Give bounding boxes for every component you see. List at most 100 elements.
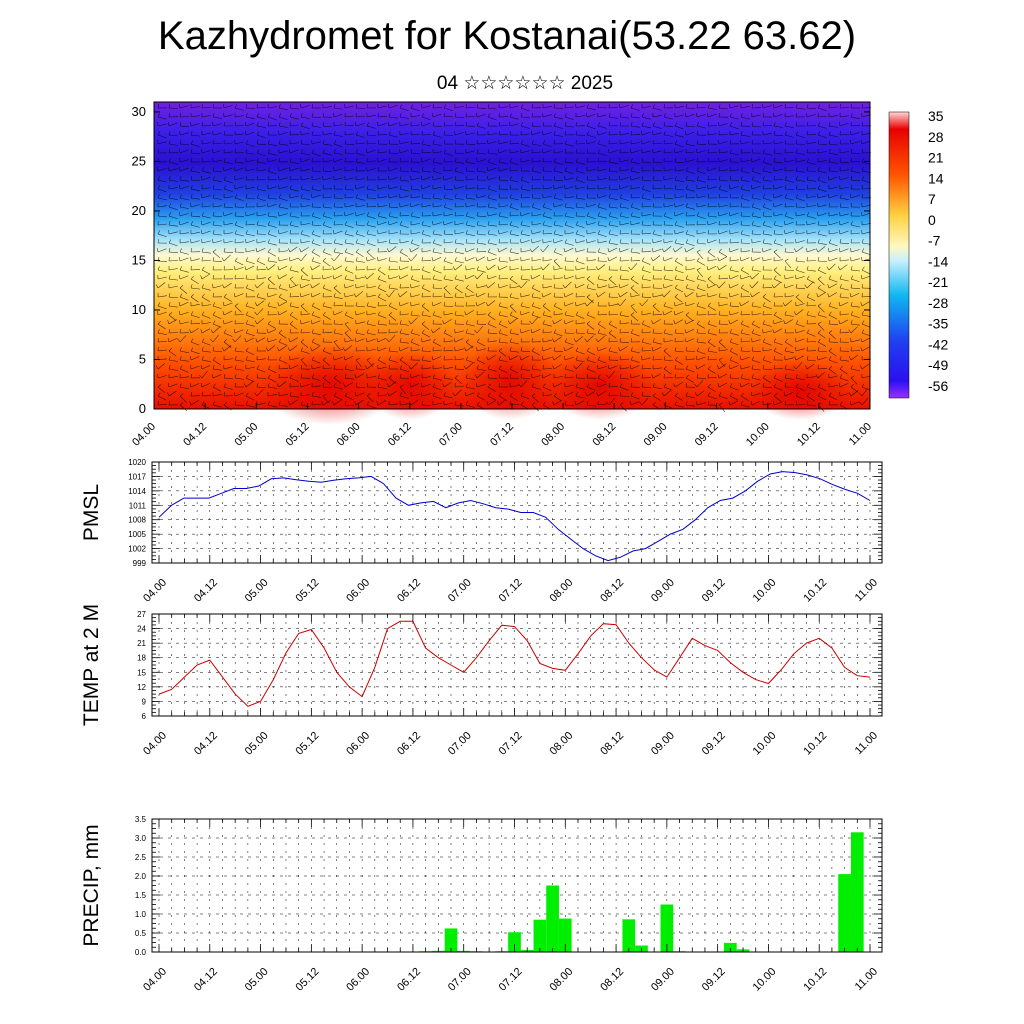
wind-barb bbox=[498, 284, 508, 289]
wind-barb bbox=[223, 206, 234, 209]
wind-barb bbox=[322, 242, 333, 244]
wind-barb bbox=[828, 161, 838, 164]
wind-barb bbox=[267, 116, 277, 121]
wind-barb bbox=[773, 281, 781, 289]
wind-barb bbox=[641, 179, 652, 182]
wind-barb bbox=[850, 224, 860, 228]
wind-barb-flag bbox=[762, 248, 764, 253]
wind-barb bbox=[861, 275, 871, 280]
wind-barb bbox=[157, 123, 167, 127]
x-tick-label: 11.00 bbox=[847, 421, 874, 448]
wind-barb bbox=[355, 134, 365, 138]
wind-barb-flag bbox=[190, 247, 192, 253]
wind-barb bbox=[487, 264, 496, 271]
wind-barb-flag bbox=[641, 257, 645, 262]
wind-barb-flag bbox=[344, 283, 346, 289]
wind-barb bbox=[190, 296, 199, 303]
wind-barb-flag bbox=[707, 104, 710, 109]
wind-barb-flag bbox=[278, 194, 282, 199]
wind-barb bbox=[432, 170, 442, 175]
wind-barb bbox=[234, 125, 245, 127]
wind-barb bbox=[355, 142, 365, 145]
wind-barb bbox=[608, 197, 618, 200]
wind-barb bbox=[179, 287, 188, 294]
wind-barb bbox=[773, 242, 783, 246]
wind-barb bbox=[443, 287, 451, 295]
x-tick-label: 05.12 bbox=[294, 577, 322, 605]
wind-barb bbox=[498, 168, 508, 172]
wind-barb-flag bbox=[861, 266, 865, 271]
wind-barb bbox=[630, 107, 640, 111]
wind-barb-flag bbox=[663, 194, 666, 199]
wind-barb bbox=[322, 133, 332, 136]
wind-barb-flag bbox=[564, 140, 567, 145]
wind-barb-flag bbox=[344, 157, 346, 163]
wind-barb bbox=[289, 284, 299, 289]
wind-barb-flag bbox=[619, 103, 621, 109]
wind-barb bbox=[487, 282, 496, 289]
wind-barb bbox=[355, 186, 365, 190]
wind-barb bbox=[399, 274, 409, 280]
wind-barb bbox=[575, 224, 585, 229]
wind-barb-flag bbox=[608, 276, 613, 280]
wind-barb bbox=[278, 167, 288, 172]
wind-barb-flag bbox=[564, 274, 566, 280]
wind-barb bbox=[487, 167, 497, 172]
wind-barb bbox=[289, 142, 299, 145]
wind-barb-flag bbox=[564, 122, 567, 127]
wind-barb bbox=[861, 114, 871, 118]
wind-barb-flag bbox=[762, 221, 766, 226]
wind-barb bbox=[564, 125, 574, 128]
wind-barb-flag bbox=[729, 193, 731, 199]
wind-barb-flag bbox=[212, 148, 214, 154]
wind-barb bbox=[751, 170, 761, 175]
wind-barb-flag bbox=[828, 122, 831, 127]
wind-barb-flag bbox=[487, 239, 490, 244]
wind-barb bbox=[234, 277, 245, 280]
wind-barb bbox=[311, 215, 321, 220]
wind-barb bbox=[487, 242, 497, 245]
wind-barb-flag bbox=[839, 284, 842, 289]
wind-barb bbox=[817, 188, 827, 192]
wind-barb bbox=[608, 256, 618, 262]
wind-barb bbox=[531, 223, 541, 226]
wind-barb bbox=[729, 125, 739, 130]
wind-barb-flag bbox=[751, 103, 753, 109]
wind-barb bbox=[564, 106, 574, 109]
wind-barb bbox=[421, 122, 431, 127]
wind-barb-flag bbox=[212, 249, 217, 253]
wind-barb bbox=[498, 265, 508, 271]
wind-barb bbox=[333, 224, 344, 226]
wind-barb bbox=[476, 269, 486, 273]
wind-barb-flag bbox=[421, 284, 425, 289]
wind-barb bbox=[674, 269, 684, 274]
wind-barb bbox=[795, 232, 805, 235]
x-tick-label: 08.12 bbox=[590, 421, 618, 449]
wind-barb-flag bbox=[751, 158, 753, 163]
wind-barb bbox=[828, 283, 838, 289]
y-tick-label: 1005 bbox=[128, 530, 146, 539]
wind-barb bbox=[234, 233, 244, 237]
wind-barb-flag bbox=[718, 230, 720, 235]
wind-barb-flag bbox=[716, 284, 720, 289]
wind-barb bbox=[311, 134, 321, 137]
wind-barb bbox=[619, 142, 629, 145]
wind-barb-flag bbox=[762, 167, 765, 172]
wind-barb-flag bbox=[310, 284, 313, 289]
wind-barb-flag bbox=[751, 212, 754, 217]
wind-barb bbox=[795, 134, 805, 139]
wind-barb bbox=[652, 115, 662, 118]
wind-barb-flag bbox=[245, 230, 248, 235]
wind-barb-flag bbox=[652, 266, 655, 271]
wind-barb bbox=[300, 223, 310, 226]
wind-barb bbox=[850, 141, 860, 145]
wind-barb-flag bbox=[454, 211, 456, 217]
wind-barb-flag bbox=[278, 130, 280, 136]
wind-barb-flag bbox=[795, 131, 799, 136]
wind-barb bbox=[531, 268, 541, 271]
wind-barb-flag bbox=[520, 104, 524, 109]
wind-barb-flag bbox=[630, 239, 632, 244]
wind-barb-flag bbox=[410, 185, 413, 190]
wind-barb bbox=[432, 214, 442, 217]
wind-barb-flag bbox=[487, 194, 490, 199]
